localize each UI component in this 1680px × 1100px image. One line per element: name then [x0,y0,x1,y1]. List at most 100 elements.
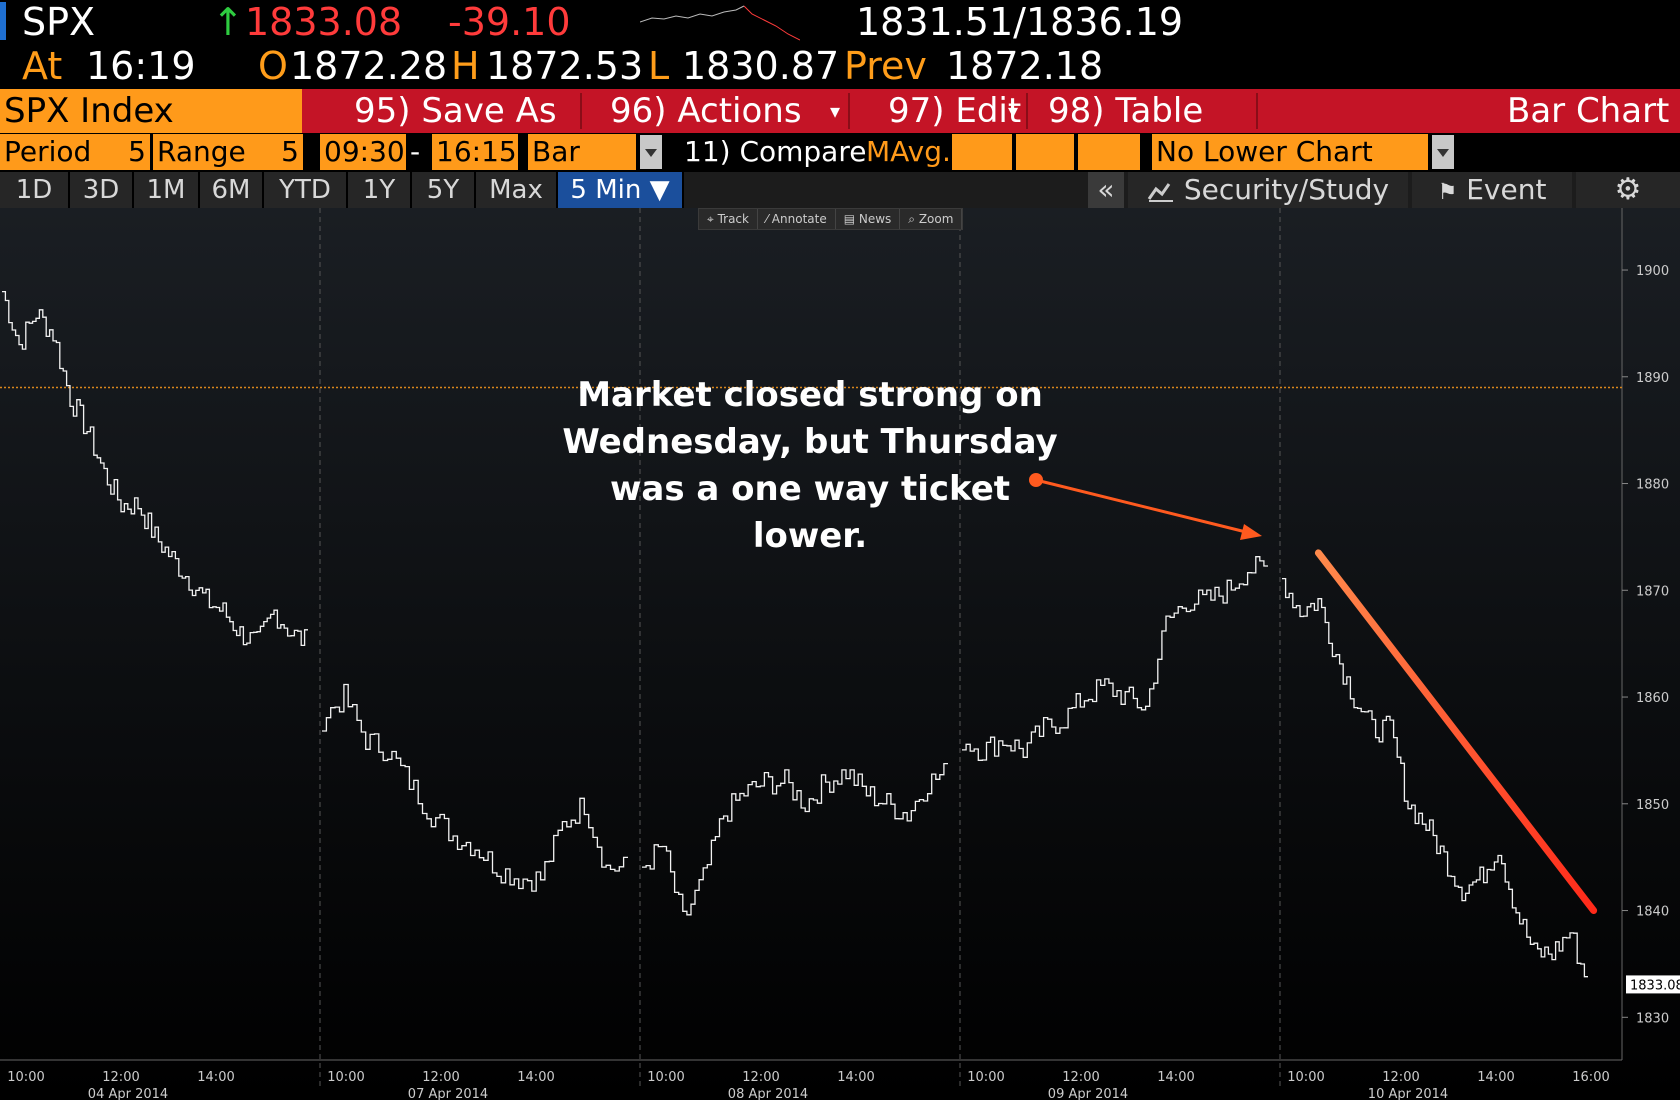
prev-value: 1872.18 [946,44,1104,88]
tab-1m[interactable]: 1M [134,172,200,208]
time-tick-label: 16:00 [1572,1070,1609,1085]
time-tick-label: 10:00 [327,1070,364,1085]
high-value: 1872.53 [486,44,644,88]
price-series [2,290,1588,978]
annotate-button[interactable]: ⁄ Annotate [758,209,836,229]
time-tick-label: 14:00 [1157,1070,1194,1085]
time-tick-label: 12:00 [1062,1070,1099,1085]
quote-line-1: SPX ↑ 1833.08 -39.10 1831.51/1836.19 [0,0,1680,44]
flag-icon: ⚑ [1437,180,1458,205]
tab-3d[interactable]: 3D [70,172,134,208]
period-label: Period [0,134,150,170]
annotation-arrow [1035,478,1251,535]
chart-style-dropdown-icon[interactable] [640,135,662,169]
bar-chart[interactable]: 1900 1890 1880 1870 1860 1850 1840 1830 04 Apr 2… [0,208,1680,1100]
up-arrow-icon: ↑ [212,0,244,44]
collapse-button[interactable]: « [1088,172,1124,208]
tab-1y[interactable]: 1Y [348,172,412,208]
annotation-arrowhead [1240,524,1262,540]
tab-5-min[interactable]: 5 Min ▼ [558,172,684,208]
settings-bar: Period 5 Range 5 09:30 - 16:15 Bar 11) C… [0,134,1680,170]
y-tick-label: 1850 [1636,798,1669,813]
last-price-tag-label: 1833.08 [1630,978,1680,993]
save-as-button[interactable]: 95) Save As [354,91,557,131]
y-tick-label: 1840 [1636,905,1669,920]
edit-button[interactable]: 97) Edit [888,91,1022,131]
date-label: 07 Apr 2014 [408,1087,488,1100]
y-tick-label: 1860 [1636,691,1669,706]
time-tick-label: 10:00 [647,1070,684,1085]
event-button[interactable]: ⚑ Event [1412,172,1572,208]
mavg-field-3[interactable] [1078,134,1140,170]
open-value: 1872.28 [290,44,448,88]
time-tick-label: 10:00 [1287,1070,1324,1085]
tab-6m[interactable]: 6M [200,172,264,208]
end-time-field[interactable]: 16:15 [432,134,518,170]
range-value[interactable]: 5 [281,135,299,168]
trend-line [1314,549,1598,915]
mavg-field-1[interactable] [952,134,1012,170]
divider [1256,93,1258,129]
chart-mini-toolbar: ⌖ Track ⁄ Annotate ▤ News ⌕ Zoom [698,208,964,230]
time-tick-label: 12:00 [1382,1070,1419,1085]
tab-1d[interactable]: 1D [0,172,70,208]
open-label: O [258,44,288,88]
low-label: L [648,44,670,88]
edit-dropdown-icon[interactable]: ▾ [1008,99,1019,123]
tab-ytd[interactable]: YTD [264,172,348,208]
chart-style-select[interactable]: Bar [528,134,636,170]
time-tick-label: 14:00 [837,1070,874,1085]
event-label: Event [1466,173,1547,206]
news-button[interactable]: ▤ News [836,209,901,229]
lower-chart-select[interactable]: No Lower Chart [1152,134,1428,170]
divider [580,93,582,129]
quote-time: 16:19 [86,44,196,88]
date-label: 10 Apr 2014 [1368,1087,1448,1100]
last-price: 1833.08 [245,0,403,44]
net-change: -39.10 [448,0,571,44]
settings-gear-icon[interactable]: ⚙ [1576,172,1680,208]
security-study-label: Security/Study [1183,173,1390,206]
date-label: 04 Apr 2014 [88,1087,168,1100]
track-button[interactable]: ⌖ Track [699,209,758,229]
time-tick-label: 12:00 [742,1070,779,1085]
y-tick-label: 1870 [1636,584,1669,599]
tab-max[interactable]: Max [476,172,558,208]
low-value: 1830.87 [682,44,840,88]
page-title: Bar Chart [1507,91,1670,131]
ticker-marker [0,2,6,40]
date-label: 08 Apr 2014 [728,1087,808,1100]
y-tick-label: 1830 [1636,1011,1669,1026]
range-tab-bar: 1D 3D 1M 6M YTD 1Y 5Y Max 5 Min ▼ « Secu… [0,172,1680,208]
period-value[interactable]: 5 [128,135,146,168]
y-tick-label: 1880 [1636,478,1669,493]
time-dash: - [410,135,421,168]
mavg-field-2[interactable] [1016,134,1074,170]
actions-dropdown-icon[interactable]: ▾ [830,99,841,123]
high-label: H [451,44,480,88]
time-tick-label: 12:00 [422,1070,459,1085]
divider [1026,93,1028,129]
y-tick-label: 1890 [1636,371,1669,386]
actions-button[interactable]: 96) Actions [610,91,802,131]
mavg-label: MAvg. [866,135,951,168]
time-tick-label: 14:00 [517,1070,554,1085]
start-time-field[interactable]: 09:30 [320,134,406,170]
tab-5y[interactable]: 5Y [412,172,476,208]
compare-button[interactable]: 11) Compare [684,135,867,168]
chart-area[interactable]: 1900 1890 1880 1870 1860 1850 1840 1830 04 Apr 2… [0,208,1680,1100]
range-label: Range [153,134,303,170]
lower-chart-dropdown-icon[interactable] [1432,135,1454,169]
bid-ask: 1831.51/1836.19 [856,0,1184,44]
table-button[interactable]: 98) Table [1048,91,1204,131]
chart-icon [1147,183,1173,202]
zoom-button[interactable]: ⌕ Zoom [900,209,963,229]
chart-annotation: Market closed strong on Wednesday, but T… [562,375,1058,556]
date-label: 09 Apr 2014 [1048,1087,1128,1100]
at-label: At [22,44,63,88]
time-tick-label: 14:00 [1477,1070,1514,1085]
security-study-button[interactable]: Security/Study [1128,172,1408,208]
divider [848,93,850,129]
time-tick-label: 14:00 [197,1070,234,1085]
security-field[interactable]: SPX Index [0,89,302,133]
